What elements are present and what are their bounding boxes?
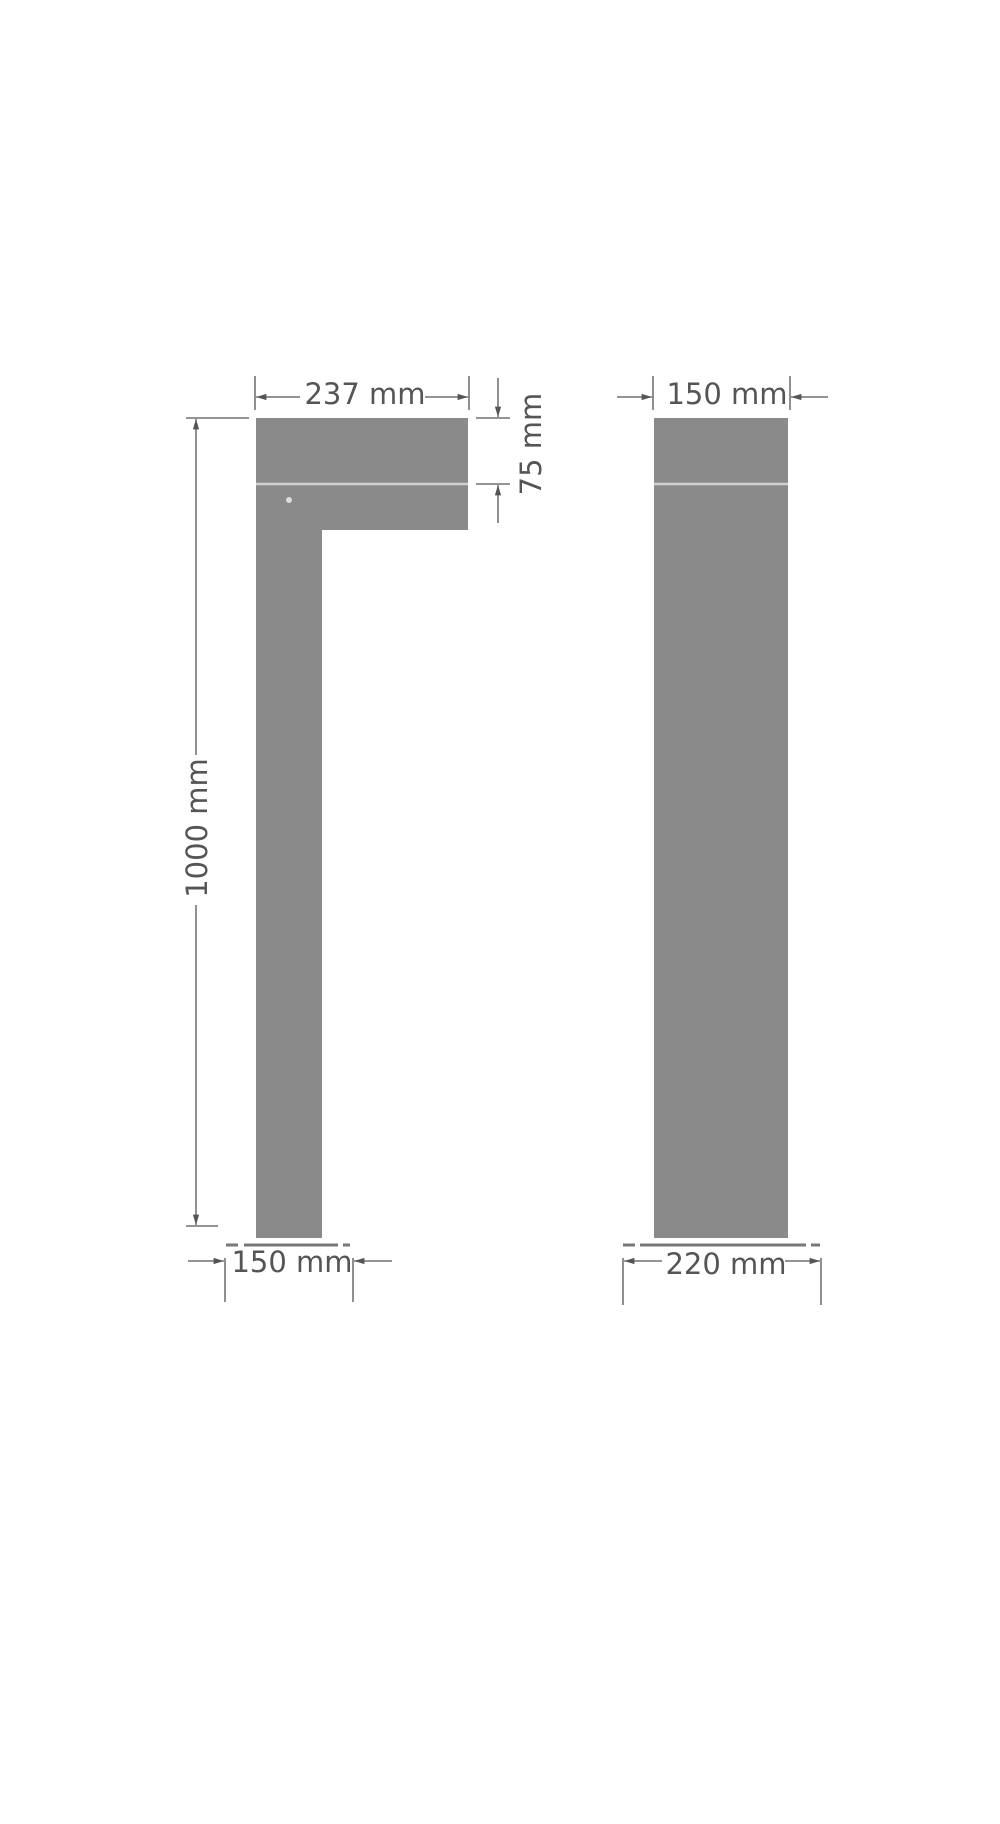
front-top-width-label: 150 mm	[666, 377, 787, 411]
side-base-width-label: 150 mm	[231, 1245, 352, 1279]
total-height-label: 1000 mm	[180, 758, 214, 898]
head-height-label: 75 mm	[514, 393, 548, 496]
front-base-width-label: 220 mm	[665, 1247, 786, 1281]
pole	[256, 418, 322, 1238]
front-pole	[654, 418, 788, 1238]
sensor-dot	[286, 497, 292, 503]
side-view: 237 mm 75 mm 1000 mm 150 mm	[180, 376, 548, 1302]
head-width-label: 237 mm	[304, 377, 425, 411]
front-view: 150 mm 220 mm	[617, 376, 828, 1305]
